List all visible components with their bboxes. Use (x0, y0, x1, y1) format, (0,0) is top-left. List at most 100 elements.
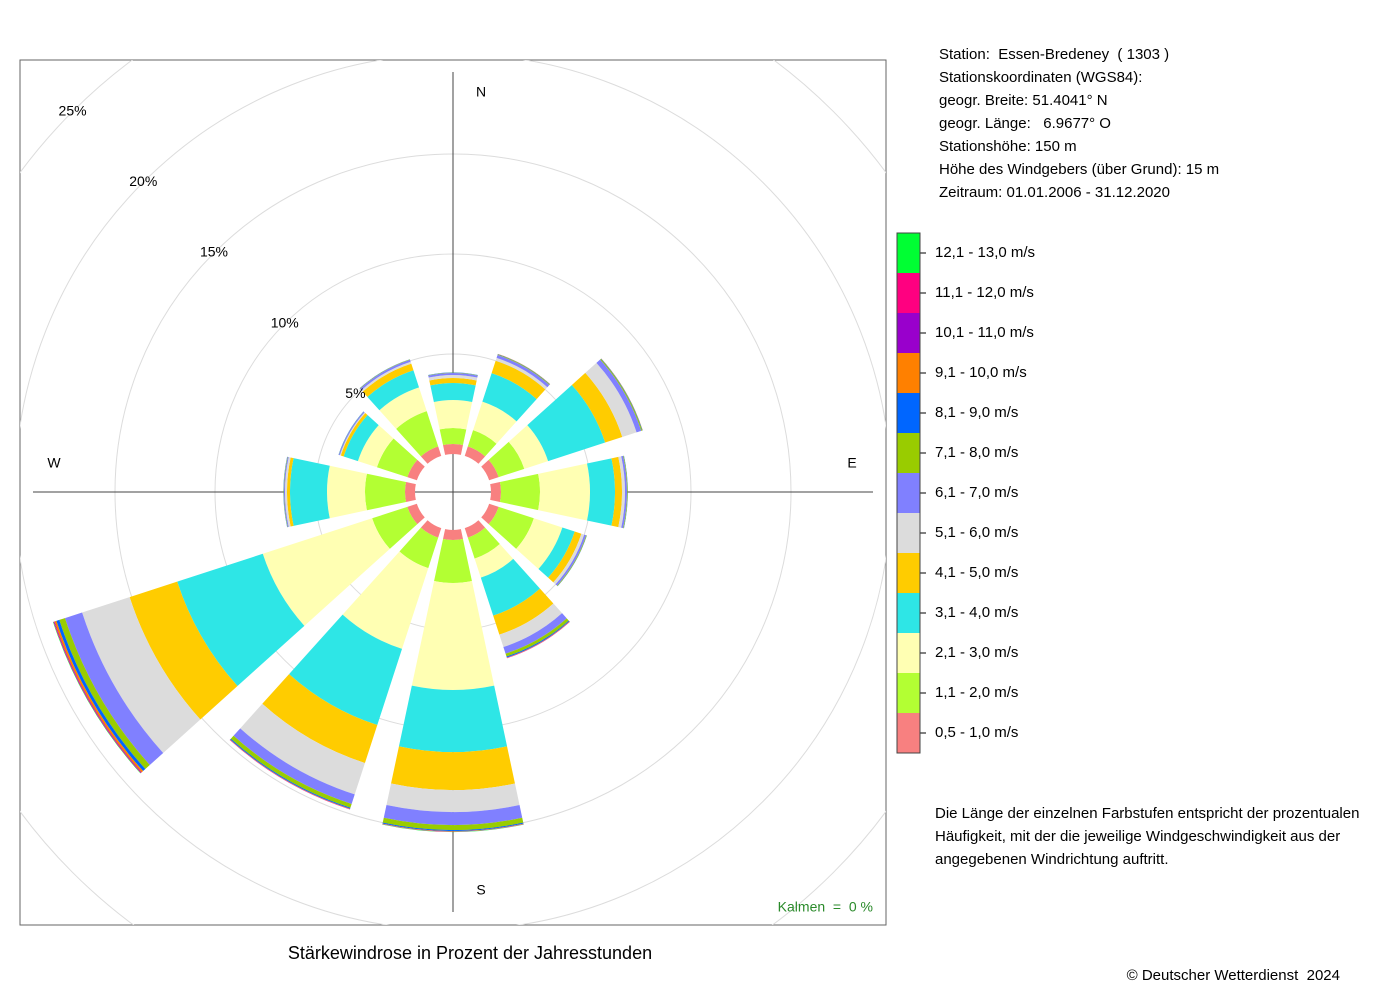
legend-swatch (897, 553, 920, 593)
legend-swatch (897, 313, 920, 353)
sector-segment (361, 361, 412, 392)
note-line: Die Länge der einzelnen Farbstufen entsp… (935, 805, 1359, 822)
legend-label: 3,1 - 4,0 m/s (935, 604, 1018, 621)
sector-segment (326, 465, 367, 519)
sector-segment (382, 823, 524, 832)
sector-segment (499, 473, 540, 511)
sector-segment (491, 360, 546, 400)
sector-segment (618, 456, 625, 528)
legend-swatch (897, 273, 920, 313)
calm-label: Kalmen = 0 % (778, 899, 873, 915)
sector-segment (262, 518, 390, 626)
legend-label: 5,1 - 6,0 m/s (935, 524, 1018, 541)
legend-swatch (897, 513, 920, 553)
sector-segment (357, 425, 394, 468)
sector-segment (467, 430, 497, 457)
sector-segment (382, 823, 524, 832)
sector-segment (553, 533, 585, 585)
info-line: geogr. Länge: 6.9677° O (939, 115, 1111, 132)
sector-segment (367, 370, 420, 411)
sector-segment (505, 618, 569, 657)
sector-segment (285, 457, 291, 527)
note-line: angegebenen Windrichtung auftritt. (935, 851, 1169, 868)
sector-segment (391, 746, 515, 790)
info-line: Stationskoordinaten (WGS84): (939, 69, 1142, 86)
legend-swatch (897, 433, 920, 473)
sector-segment (496, 355, 550, 388)
sector-segment (407, 459, 425, 481)
sector-segment (340, 413, 368, 457)
sector-segment (516, 518, 563, 569)
sector-segment (480, 558, 540, 616)
sector-segment (289, 614, 403, 726)
sector-segment (372, 506, 418, 549)
sector-segment (621, 455, 628, 529)
sector-segment (420, 520, 442, 538)
sector-segment (481, 459, 499, 481)
sector-segment (538, 527, 575, 578)
sector-segment (443, 444, 463, 455)
sector-segment (382, 817, 524, 831)
legend-frame (896, 232, 921, 754)
legend-label: 1,1 - 2,0 m/s (935, 684, 1018, 701)
sector-segment (82, 597, 201, 753)
sector-segment (411, 581, 495, 690)
sector-segment (290, 458, 330, 526)
sector-segment (342, 551, 429, 649)
direction-label: N (476, 84, 486, 100)
legend: 0,5 - 1,0 m/s 1,1 - 2,0 m/s 2,1 - 3,0 m/s 3… (896, 232, 1035, 754)
legend-swatch (897, 233, 920, 273)
legend-swatch (897, 353, 920, 393)
sector-segment (493, 588, 554, 635)
sector-segment (399, 527, 439, 569)
sector-segment (488, 506, 534, 549)
legend-label: 11,1 - 12,0 m/s (935, 284, 1034, 301)
sector-segment (623, 455, 628, 529)
legend-swatch (897, 673, 920, 713)
sector-segment (284, 456, 289, 528)
sector-segment (611, 456, 622, 528)
sector-segment (376, 438, 418, 478)
note-line: Häufigkeit, mit der die jeweilige Windge… (935, 828, 1340, 845)
sector-segment (283, 456, 288, 528)
sector-segment (433, 400, 473, 430)
sector-segment (386, 783, 520, 813)
ring-label: 25% (59, 102, 87, 118)
sector-segment (464, 520, 486, 538)
sector-segment (538, 463, 591, 521)
sector-segment (434, 538, 472, 583)
sector-segment (177, 553, 305, 687)
legend-label: 0,5 - 1,0 m/s (935, 724, 1018, 741)
sector-segment (428, 373, 478, 378)
direction-label: W (47, 455, 61, 471)
sector-segment (481, 503, 499, 525)
legend-label: 12,1 - 13,0 m/s (935, 244, 1035, 261)
sector-segment (508, 425, 549, 469)
sector-segment (467, 527, 500, 559)
sector-segment (430, 383, 476, 403)
sector-segment (230, 735, 352, 808)
direction-label: E (847, 455, 856, 471)
note: Die Länge der einzelnen Farbstufen entsp… (935, 805, 1359, 868)
legend-swatch (897, 473, 920, 513)
ring-label: 15% (200, 244, 228, 260)
chart-title: Stärkewindrose in Prozent der Jahresstun… (288, 943, 652, 963)
legend-label: 4,1 - 5,0 m/s (935, 564, 1018, 581)
sector-segment (240, 703, 365, 795)
sector-segment (548, 531, 582, 583)
legend-label: 7,1 - 8,0 m/s (935, 444, 1018, 461)
direction-label: S (476, 882, 485, 898)
labels: 5% 10% 15% 20% 25% N E S W (47, 84, 856, 898)
sector-segment (482, 373, 537, 422)
sector-segment (503, 613, 567, 654)
sector-segment (383, 805, 523, 825)
sector-segment (343, 415, 379, 462)
legend-label: 2,1 - 3,0 m/s (935, 644, 1018, 661)
sector-segment (233, 728, 355, 804)
sector-segment (527, 384, 606, 462)
ring-label: 10% (271, 314, 299, 330)
sector-segment (495, 357, 548, 390)
sector-segment (474, 544, 514, 578)
sector-segment (623, 455, 628, 529)
